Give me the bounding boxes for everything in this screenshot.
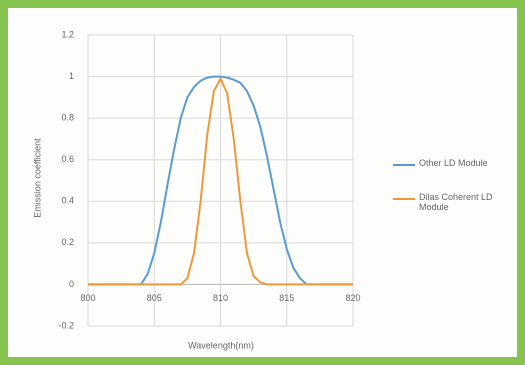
legend-label: Dilas Coherent LD Module	[419, 192, 493, 212]
chart: Emission coefficient Wavelength(nm) -0.2…	[32, 29, 360, 350]
legend-item: Dilas Coherent LD Module	[393, 192, 508, 212]
y-tick-label: 1.2	[61, 29, 74, 39]
x-tick-label: 815	[279, 293, 294, 303]
x-tick-label: 800	[80, 293, 95, 303]
y-tick-label: -0.2	[58, 320, 74, 330]
series-line	[88, 76, 353, 286]
legend-swatch	[393, 164, 415, 166]
y-tick-label: 1	[69, 71, 74, 81]
x-axis-label: Wavelength(nm)	[188, 340, 254, 350]
legend-item: Other LD Module	[393, 158, 508, 168]
y-tick-label: 0.6	[61, 154, 74, 164]
legend-label: Other LD Module	[419, 158, 488, 168]
x-tick-label: 810	[213, 293, 228, 303]
x-tick-label: 820	[345, 293, 360, 303]
legend-swatch	[393, 198, 415, 200]
y-tick-label: 0.2	[61, 237, 74, 247]
y-tick-label: 0	[69, 279, 74, 289]
y-axis-label: Emission coefficient	[32, 138, 42, 218]
y-tick-label: 0.8	[61, 113, 74, 123]
legend: Other LD Module Dilas Coherent LD Module	[393, 158, 508, 236]
y-tick-label: 0.4	[61, 196, 74, 206]
x-tick-label: 805	[147, 293, 162, 303]
